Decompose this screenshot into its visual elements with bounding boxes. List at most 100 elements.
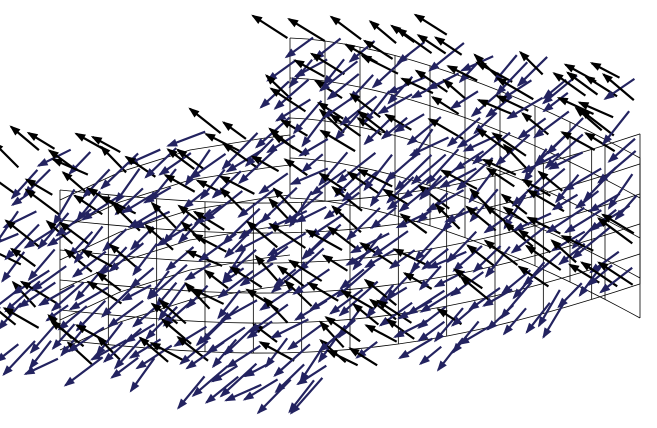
arrow-head <box>470 106 482 118</box>
arrow-head <box>135 359 147 370</box>
arrow-head <box>203 269 215 280</box>
arrow-head <box>259 301 271 311</box>
arrow-head <box>296 375 308 386</box>
arrow-head <box>408 147 421 156</box>
arrow-head <box>433 278 446 288</box>
arrow-head <box>517 265 529 275</box>
arrow-head <box>336 173 348 184</box>
arrow-head <box>46 237 59 247</box>
arrow-head <box>29 343 40 354</box>
arrow-head <box>433 36 446 46</box>
arrow-head <box>108 262 120 273</box>
arrow-head <box>542 327 552 339</box>
arrow-head <box>418 279 430 291</box>
arrow-head <box>63 248 75 259</box>
arrow-head <box>238 229 250 240</box>
arrow-head <box>248 323 261 333</box>
arrow-head <box>129 381 140 393</box>
arrow-head <box>193 215 205 225</box>
arrow-head <box>425 202 438 212</box>
arrow-head <box>147 289 159 300</box>
arrow-head <box>502 206 514 216</box>
arrow-head <box>466 244 478 255</box>
arrow-head <box>273 366 285 377</box>
arrow-head <box>456 138 468 149</box>
arrow-head <box>537 170 549 181</box>
arrow-head <box>425 174 437 185</box>
arrow-head <box>414 250 425 262</box>
arrow-head <box>27 270 38 282</box>
arrow-head <box>363 112 374 124</box>
arrow-head <box>380 129 392 140</box>
arrow-head <box>334 129 345 141</box>
arrow-head <box>184 271 196 281</box>
arrow-head <box>582 191 594 202</box>
arrow-head <box>100 307 112 318</box>
arrow-head <box>371 77 383 89</box>
arrow-head <box>210 373 223 383</box>
arrow-head <box>51 339 62 351</box>
arrow-head <box>562 182 575 192</box>
arrow-head <box>283 279 295 291</box>
arrow-head <box>306 282 319 292</box>
arrow-head <box>599 283 611 294</box>
arrow-head <box>397 310 409 320</box>
arrow-head <box>0 306 1 309</box>
arrow-head <box>430 96 443 106</box>
arrow-head <box>456 180 467 191</box>
arrow-head <box>371 247 383 257</box>
arrow-head <box>449 99 462 110</box>
arrow-head <box>301 136 312 148</box>
arrow-head <box>393 123 405 133</box>
arrow-head <box>386 193 397 204</box>
arrow-head <box>219 187 231 198</box>
arrow-shaft <box>0 232 19 243</box>
arrow-head <box>2 307 15 317</box>
arrow-head <box>115 192 125 204</box>
arrow-head <box>552 72 564 82</box>
arrow-head <box>288 77 299 89</box>
arrow-head <box>192 210 205 220</box>
arrow-head <box>584 132 596 142</box>
arrow-head <box>222 234 233 245</box>
arrow-head <box>144 168 156 179</box>
arrow-head <box>264 356 275 368</box>
arrow-head <box>384 171 396 182</box>
arrow-head <box>446 252 457 264</box>
arrow-head <box>392 329 405 338</box>
arrow-head <box>138 336 150 347</box>
arrow-head <box>284 214 296 225</box>
arrow-head <box>191 386 203 397</box>
arrow-head <box>329 304 341 315</box>
arrow-head <box>293 68 306 78</box>
arrow-head <box>376 299 388 310</box>
arrow-head <box>607 198 618 210</box>
arrow-head <box>577 101 590 110</box>
arrow-head <box>304 229 317 239</box>
arrow-head <box>385 318 397 329</box>
arrow-head <box>451 342 463 354</box>
arrow-head <box>417 212 428 223</box>
arrow-head <box>500 193 512 204</box>
arrow-head <box>475 61 487 71</box>
arrow-head <box>37 297 50 306</box>
arrow-head <box>237 173 249 185</box>
arrow-head <box>483 204 496 215</box>
arrow-head <box>47 314 58 325</box>
arrow-head <box>355 348 367 359</box>
arrow-head <box>234 243 246 253</box>
arrow-head <box>359 242 371 252</box>
arrow-head <box>368 20 380 31</box>
arrow-head <box>160 318 172 329</box>
arrow-head <box>246 329 258 339</box>
arrow-head <box>521 164 533 174</box>
arrow-head <box>428 61 440 72</box>
arrow-head <box>414 69 427 80</box>
arrow-head <box>475 127 488 138</box>
arrow-head <box>444 214 456 223</box>
arrow-head <box>469 188 480 199</box>
arrow-head <box>73 194 85 205</box>
arrow-head <box>264 74 276 85</box>
arrow-head <box>395 27 408 38</box>
